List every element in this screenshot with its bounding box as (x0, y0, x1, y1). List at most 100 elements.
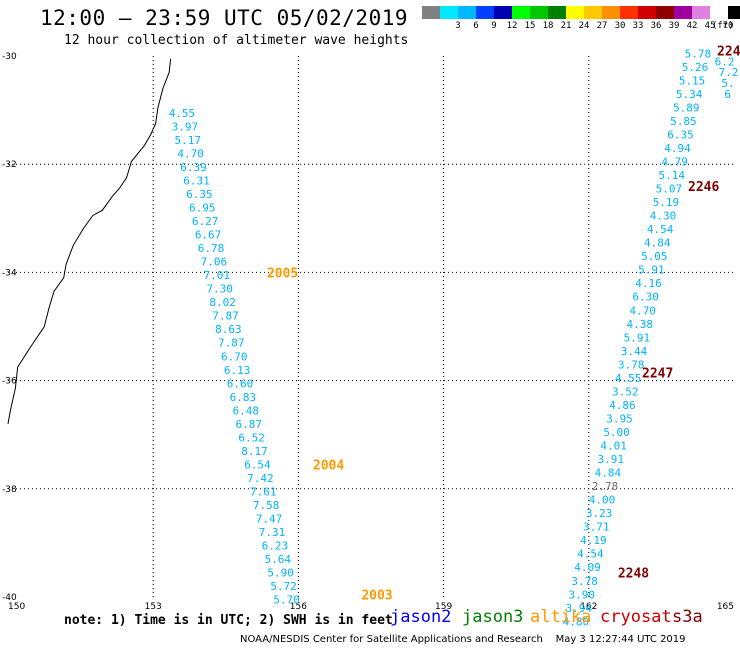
colorbar-swatch (728, 6, 740, 19)
x-tick-label: 159 (435, 602, 452, 612)
wave-height-value: 7.31 (259, 526, 286, 539)
wave-height-value: 5.07 (656, 183, 683, 196)
wave-height-value: 5.14 (658, 169, 685, 182)
credit-line: NOAA/NESDIS Center for Satellite Applica… (240, 634, 686, 645)
colorbar-label: 18 (542, 21, 554, 31)
wave-height-value: 5.00 (603, 426, 630, 439)
colorbar-label: 36 (650, 21, 662, 31)
x-tick-label: 156 (290, 602, 307, 612)
wave-height-value: 8.63 (215, 323, 242, 336)
wave-height-value: 5.78 (685, 47, 712, 60)
footer-note: note: 1) Time is in UTC; 2) SWH is in fe… (64, 613, 393, 628)
credit-text: NOAA/NESDIS Center for Satellite Applica… (240, 634, 543, 645)
wave-height-value: 3.23 (586, 507, 613, 520)
colorbar-swatch (638, 6, 656, 19)
satellite-legend-item: jason3 (462, 607, 524, 627)
wave-height-value: 5.19 (653, 196, 680, 209)
wave-height-value: 5.17 (174, 134, 201, 147)
wave-height-value: 6 (724, 88, 731, 101)
wave-height-value: 5.26 (682, 61, 709, 74)
map-subtitle: 12 hour collection of altimeter wave hei… (64, 33, 409, 48)
y-tick-label: -40 (2, 593, 17, 603)
wave-height-value: 3.95 (606, 412, 633, 425)
y-tick-label: -38 (2, 485, 17, 495)
wave-height-value: 4.86 (609, 399, 636, 412)
colorbar-swatch (548, 6, 566, 19)
wave-height-value: 4.00 (589, 494, 616, 507)
wave-height-value: 4.16 (635, 277, 662, 290)
colorbar-swatch (494, 6, 512, 19)
wave-height-value: 3.94 (566, 602, 593, 615)
wave-height-value: 5.64 (265, 553, 292, 566)
colorbar-label: 21 (560, 21, 572, 31)
wave-height-value: 4.55 (615, 372, 642, 385)
colorbar-label: 33 (632, 21, 644, 31)
wave-height-value: 4.01 (600, 440, 627, 453)
y-tick-label: -36 (2, 377, 17, 387)
wave-height-value: 4.79 (661, 155, 688, 168)
colorbar-swatch (440, 6, 458, 19)
colorbar-label: 27 (596, 21, 608, 31)
wave-height-value: 5.34 (676, 88, 703, 101)
wave-height-value: 5.72 (270, 580, 297, 593)
wave-height-value: 3.78 (571, 575, 598, 588)
y-tick-label: -30 (2, 52, 17, 62)
wave-height-value: 6.27 (192, 215, 219, 228)
x-tick-label: 150 (8, 602, 25, 612)
wave-height-value: 5.70 (273, 594, 300, 607)
colorbar-label: 12 (506, 21, 518, 31)
wave-height-value: 3.52 (612, 385, 639, 398)
wave-height-value: 4.70 (629, 304, 656, 317)
colorbar-unit: (ft) (712, 21, 734, 31)
wave-height-value: 5.91 (624, 331, 651, 344)
wave-height-value: 5. (721, 77, 734, 90)
colorbar-swatch (512, 6, 530, 19)
wave-height-value: 6.23 (262, 540, 289, 553)
wave-height-value: 5.90 (267, 567, 294, 580)
colorbar-swatch (476, 6, 494, 19)
pass-time-label: 2246 (688, 180, 719, 195)
wave-height-value: 6.35 (667, 128, 694, 141)
colorbar-label: 45 (704, 21, 716, 31)
wave-height-value: 7.06 (201, 256, 228, 269)
pass-time-label: 2005 (267, 266, 298, 281)
colorbar-label: 30 (614, 21, 626, 31)
wave-height-value: 6.13 (224, 364, 251, 377)
colorbar-label: 39 (668, 21, 680, 31)
wave-height-value: 3.97 (172, 120, 199, 133)
colorbar-label: 6 (473, 21, 479, 31)
colorbar-swatch (566, 6, 584, 19)
generated-timestamp: May 3 12:27:44 UTC 2019 (555, 634, 686, 645)
pass-time-label: 2248 (618, 567, 649, 582)
wave-height-value: 4.54 (647, 223, 674, 236)
wave-height-value: 4.80 (563, 615, 590, 628)
wave-height-value: 4.70 (177, 147, 204, 160)
wave-height-value: 4.09 (574, 561, 601, 574)
wave-height-value: 7.01 (204, 269, 231, 282)
wave-height-value: 6.95 (189, 201, 216, 214)
colorbar-label: 3 (455, 21, 461, 31)
pass-time-label: 2004 (313, 458, 344, 473)
wave-height-value: 4.30 (650, 210, 677, 223)
colorbar-swatch (710, 6, 728, 19)
satellite-legend-item: cryosat (600, 607, 672, 627)
wave-height-value: 6.30 (632, 291, 659, 304)
wave-height-value: 6.48 (233, 404, 259, 417)
wave-height-value: 5.05 (641, 250, 668, 263)
wave-height-value: 5.91 (638, 264, 665, 277)
coastline (7, 58, 172, 424)
wave-height-value: 8.17 (241, 445, 268, 458)
colorbar-label: 70 (722, 21, 734, 31)
colorbar-label: 42 (686, 21, 698, 31)
wave-height-value: 7.61 (250, 486, 277, 499)
wave-height-value: 7.87 (218, 337, 245, 350)
wave-height-value: 3.78 (618, 358, 645, 371)
satellite-legend-item: s3a (672, 607, 703, 627)
wave-height-value: 8.02 (209, 296, 236, 309)
pass-time-label: 2003 (361, 588, 392, 603)
y-tick-label: -32 (2, 160, 17, 170)
y-tick-label: -34 (2, 268, 17, 278)
wave-height-value: 5.15 (679, 74, 706, 87)
colorbar-swatch (530, 6, 548, 19)
